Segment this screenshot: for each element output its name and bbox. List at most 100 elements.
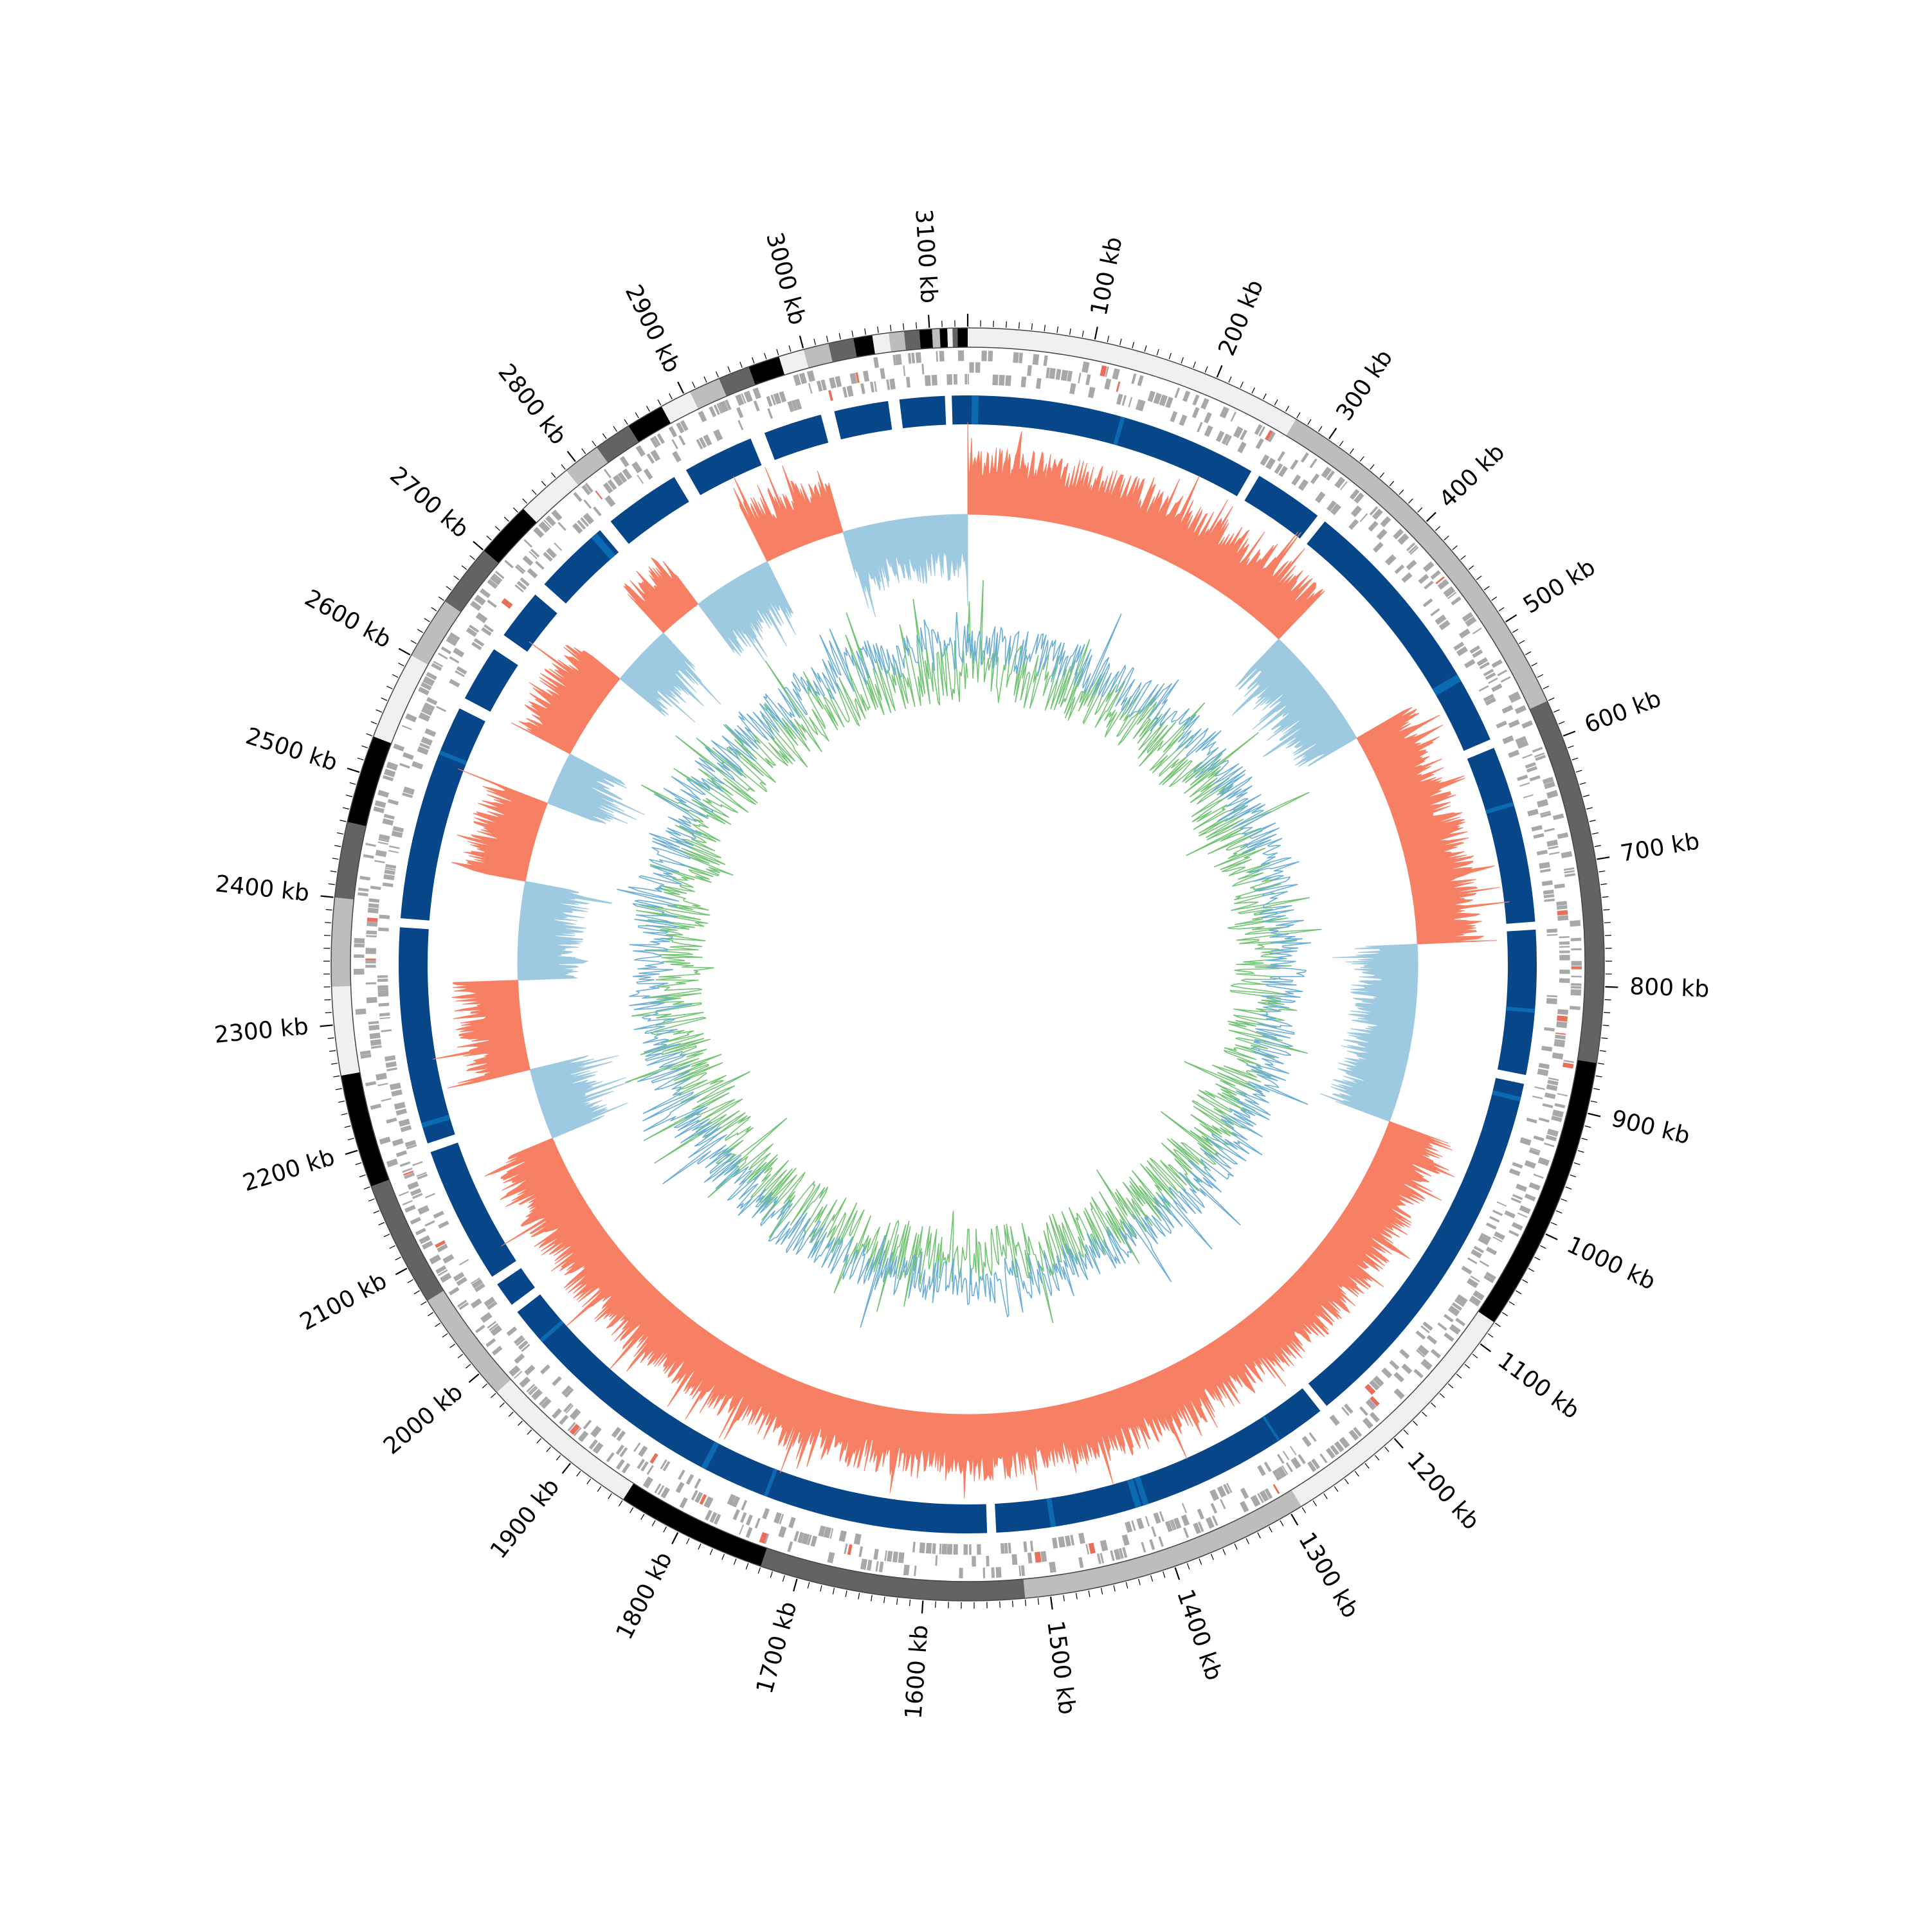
gene-feature: [377, 985, 388, 991]
gene-feature: [1538, 1157, 1550, 1166]
gene-feature: [1319, 1454, 1327, 1463]
gene-feature: [1399, 1349, 1409, 1359]
tick-label: 600 kb: [1581, 685, 1665, 739]
block-segment: [431, 1142, 516, 1277]
gene-feature: [570, 1409, 581, 1420]
gene-feature: [1451, 597, 1461, 606]
minor-tick: [746, 1563, 748, 1569]
minor-tick: [1380, 473, 1384, 478]
gene-feature: [386, 1159, 398, 1168]
gene-feature: [1509, 1168, 1521, 1176]
minor-tick: [1318, 426, 1321, 431]
minor-tick: [1269, 1526, 1272, 1532]
gene-feature: [1040, 1551, 1047, 1562]
tick-label: 2800 kb: [493, 359, 572, 450]
gene-feature: [1497, 669, 1507, 676]
gene-feature: [403, 752, 414, 760]
gene-feature: [1182, 1503, 1187, 1513]
minor-tick: [1240, 382, 1243, 388]
gene-feature: [827, 1552, 835, 1564]
gene-feature: [1564, 870, 1575, 873]
gene-feature: [378, 927, 389, 931]
minor-tick: [482, 1384, 487, 1388]
gene-feature: [523, 539, 532, 547]
tick-label: 1300 kb: [1293, 1528, 1364, 1623]
gene-feature: [453, 647, 464, 657]
gene-feature: [1078, 373, 1081, 384]
gene-feature: [1136, 1518, 1144, 1530]
gene-feature: [392, 1139, 404, 1146]
block-segment: [399, 927, 455, 1143]
block-highlight: [972, 395, 979, 424]
gene-feature: [1544, 1092, 1555, 1099]
gene-feature: [1154, 1512, 1161, 1524]
minor-tick: [1586, 808, 1593, 809]
gene-feature: [435, 1265, 446, 1274]
minor-tick: [1076, 1593, 1077, 1600]
minor-tick: [658, 400, 661, 406]
minor-tick: [466, 1364, 471, 1368]
minor-tick: [333, 1076, 340, 1077]
gene-feature: [593, 507, 602, 516]
gene-feature: [887, 1551, 892, 1562]
gene-feature: [1570, 920, 1580, 926]
gene-feature: [1182, 391, 1190, 402]
gene-feature: [1423, 561, 1435, 572]
gene-feature: [746, 1515, 753, 1526]
tick-label: 3000 kb: [761, 230, 810, 327]
gene-feature: [1204, 412, 1212, 424]
gene-feature: [1401, 1364, 1412, 1375]
gene-feature: [1557, 905, 1568, 910]
minor-tick: [1448, 1384, 1453, 1388]
skew-negative-area: [698, 561, 796, 662]
gene-feature: [604, 469, 611, 478]
gene-feature: [402, 725, 412, 730]
minor-tick: [1132, 342, 1134, 348]
gene-feature: [1561, 851, 1573, 858]
gene-feature: [1537, 850, 1548, 856]
minor-tick: [1375, 1455, 1379, 1460]
rna-feature: [367, 917, 378, 922]
gene-feature: [1415, 1330, 1426, 1339]
gene-feature: [1385, 554, 1397, 566]
skew-negative-area: [843, 514, 968, 617]
gene-feature: [388, 799, 399, 806]
gene-feature: [1534, 1087, 1544, 1090]
gene-feature: [359, 876, 370, 880]
major-tick: [1427, 512, 1436, 521]
gene-feature: [935, 1555, 937, 1566]
minor-tick: [1139, 1579, 1141, 1585]
gene-feature: [959, 1568, 963, 1578]
minor-tick: [358, 758, 363, 760]
gene-feature: [1553, 813, 1564, 820]
gene-feature: [1523, 794, 1534, 799]
tick-label: 3100 kb: [910, 208, 942, 304]
gene-feature: [386, 761, 398, 770]
gene-feature: [686, 1474, 694, 1485]
gene-feature: [999, 375, 1005, 386]
gene-feature: [942, 1544, 947, 1555]
tick-label: 2000 kb: [379, 1379, 468, 1460]
minor-tick: [1461, 555, 1466, 559]
gene-feature: [1530, 775, 1541, 782]
major-tick: [1563, 731, 1575, 736]
ideogram-band: [889, 331, 906, 352]
ideogram-band: [919, 329, 934, 349]
minor-tick: [1583, 795, 1589, 797]
gene-feature: [1424, 581, 1433, 590]
rna-feature: [365, 959, 376, 961]
gene-feature: [958, 350, 964, 361]
gene-feature: [368, 903, 379, 908]
minor-tick: [537, 1438, 541, 1443]
gene-feature: [386, 1061, 397, 1068]
tick-label: 1400 kb: [1172, 1586, 1227, 1684]
ideogram-band: [957, 328, 968, 347]
gene-feature: [1455, 1318, 1465, 1326]
gene-feature: [573, 492, 582, 502]
gene-feature: [424, 728, 436, 737]
gene-feature: [1413, 1369, 1424, 1378]
minor-tick: [1006, 321, 1007, 328]
gene-feature: [1525, 1160, 1536, 1169]
gene-feature: [1449, 1324, 1461, 1335]
gene-feature: [1546, 840, 1558, 847]
